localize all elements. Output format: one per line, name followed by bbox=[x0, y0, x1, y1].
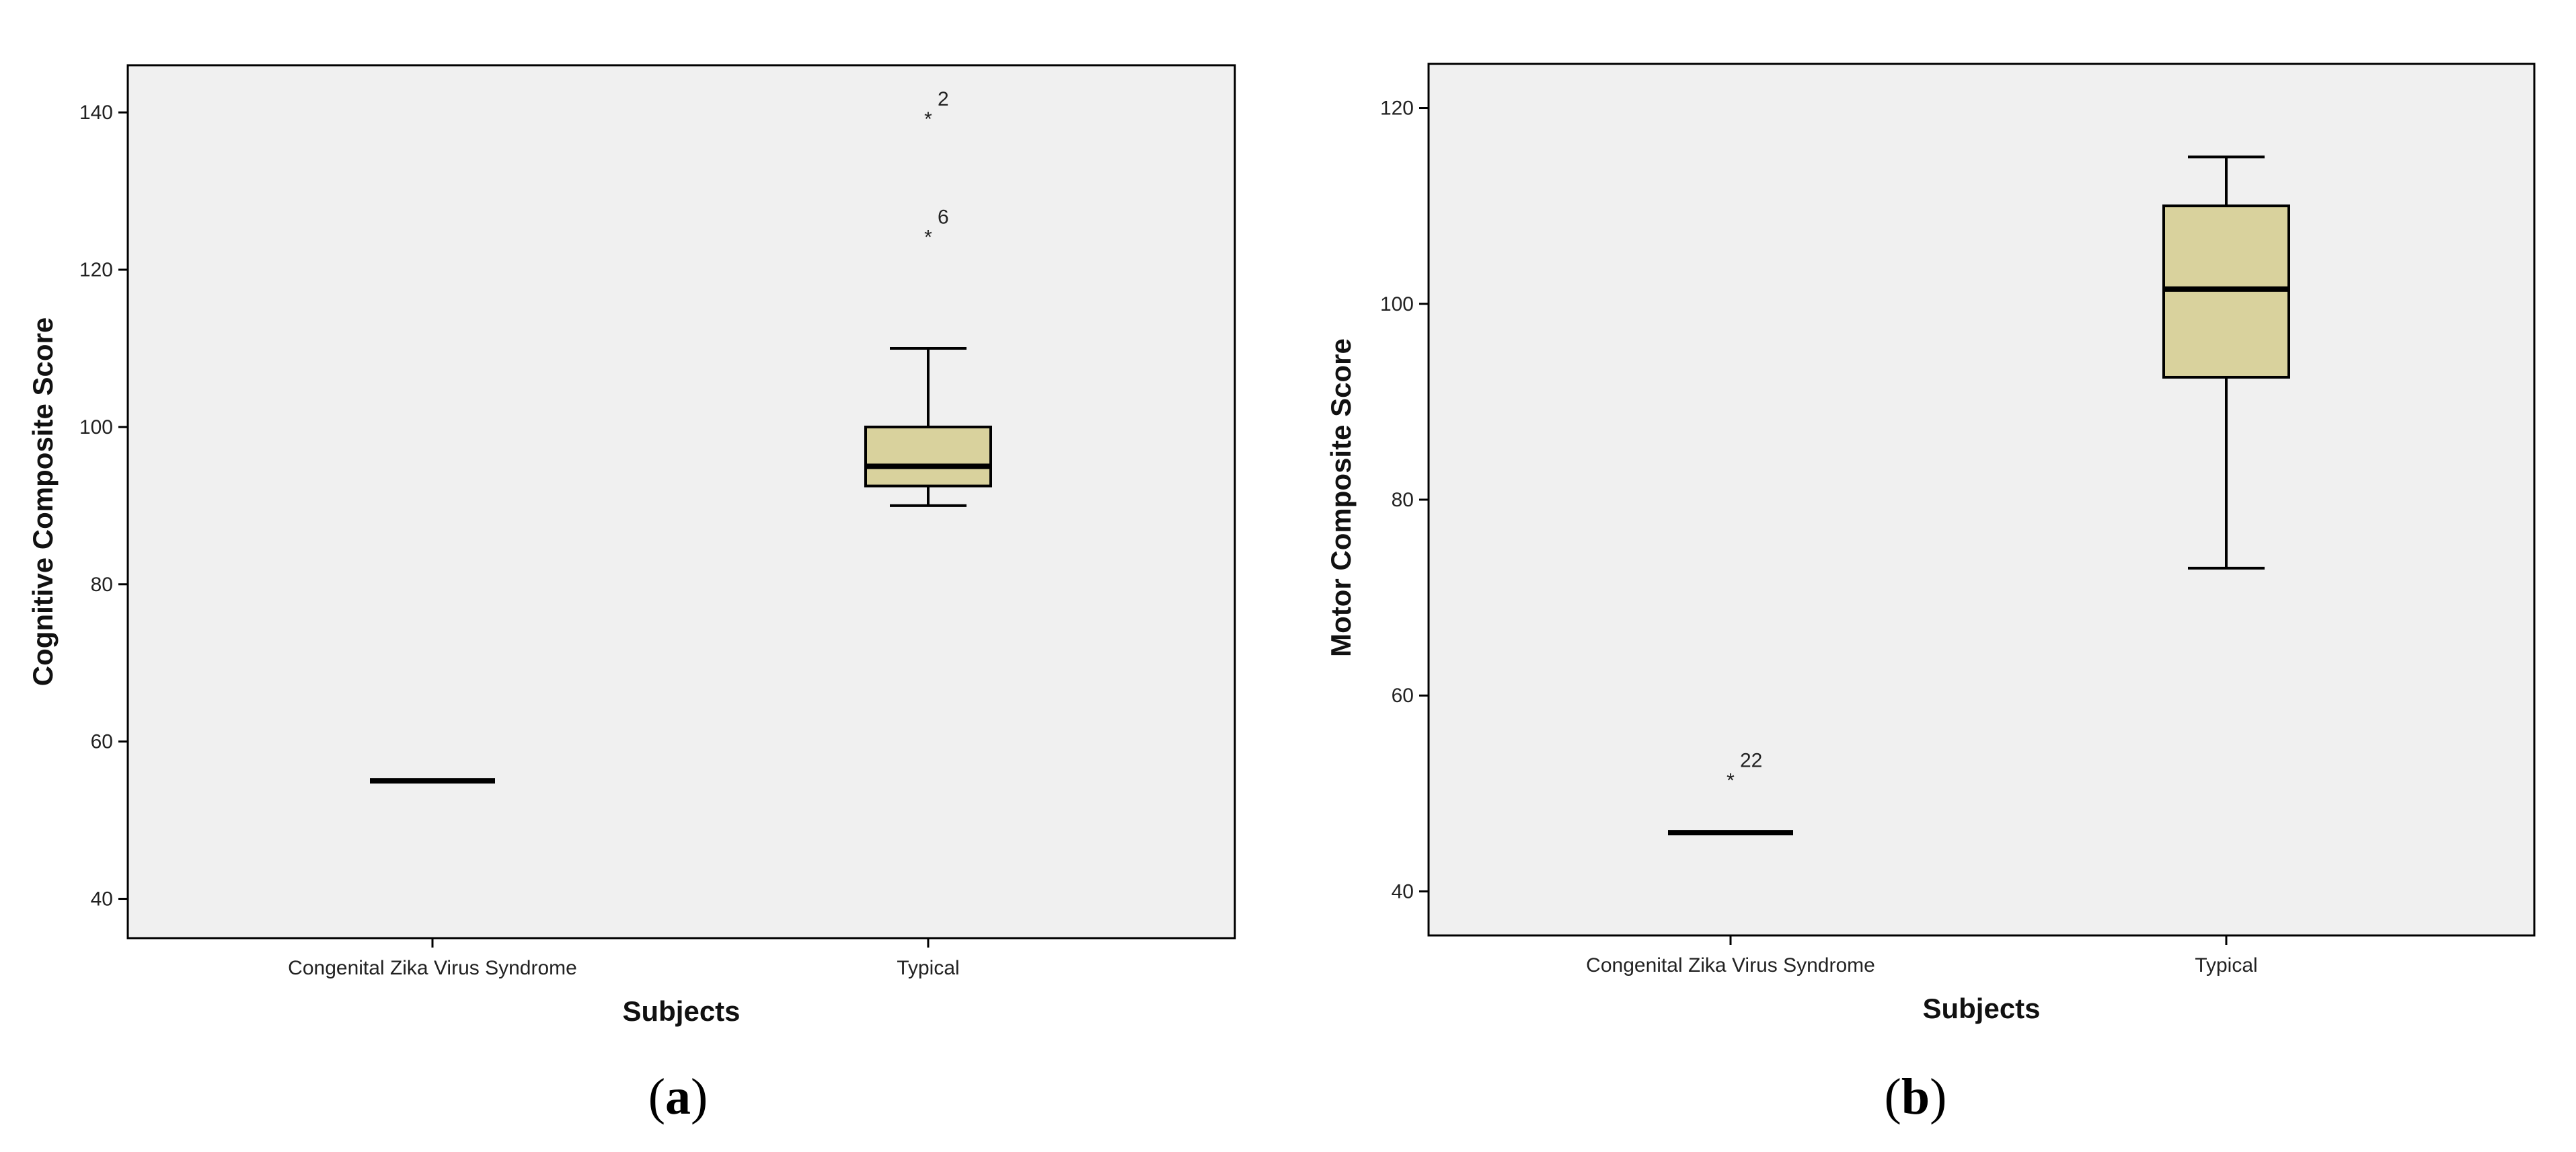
y-tick-label: 40 bbox=[1392, 880, 1414, 903]
outlier-label: 6 bbox=[938, 206, 949, 229]
y-tick-label: 60 bbox=[91, 731, 113, 753]
y-axis-title-b: Motor Composite Score bbox=[1325, 338, 1357, 657]
chart-panel-a: 40 60 80 100 120 140 Congenital Zika Virus Syn… bbox=[27, 64, 1236, 1125]
y-axis-ticks-a: 40 60 80 100 120 140 Congenital Zika Virus Syn… bbox=[79, 102, 960, 979]
x-tick-label: Typical bbox=[897, 957, 959, 979]
outlier-marker: * bbox=[1727, 770, 1735, 792]
y-tick-label: 100 bbox=[79, 416, 113, 438]
y-tick-label: 80 bbox=[1392, 489, 1414, 511]
box-marks-b: *22 bbox=[1668, 155, 2290, 836]
y-tick-label: 60 bbox=[1392, 685, 1414, 707]
iqr-box bbox=[864, 425, 992, 488]
y-axis-ticks-b: 40 60 80 100 120 Congenital Zika Virus Syndro… bbox=[1380, 98, 2258, 976]
x-axis-title-b: Subjects bbox=[1922, 993, 2040, 1024]
y-tick-label: 120 bbox=[79, 259, 113, 281]
box-marks-a: * 2 * 6 bbox=[370, 88, 992, 784]
outlier-label: 2 bbox=[938, 88, 949, 110]
y-tick-label: 40 bbox=[91, 888, 113, 911]
x-axis-title-a: Subjects bbox=[622, 995, 740, 1027]
x-tick-label: Congenital Zika Virus Syndrome bbox=[288, 957, 577, 979]
panel-label-b: (b) bbox=[1885, 1069, 1947, 1125]
outlier-marker: * bbox=[924, 108, 932, 130]
plot-area-a bbox=[126, 64, 1236, 939]
panel-label-a: (a) bbox=[648, 1069, 708, 1125]
outlier-marker: * bbox=[924, 227, 932, 249]
chart-panel-b: 40 60 80 100 120 Congenital Zika Virus Syndro… bbox=[1325, 63, 2536, 1125]
plot-area-b bbox=[1427, 63, 2536, 937]
y-tick-label: 80 bbox=[91, 574, 113, 596]
x-tick-label: Congenital Zika Virus Syndrome bbox=[1586, 954, 1875, 976]
box-group: * 2 * 6 bbox=[864, 88, 992, 507]
box-group bbox=[2162, 155, 2290, 570]
x-tick-label: Typical bbox=[2195, 954, 2257, 976]
y-tick-label: 120 bbox=[1380, 98, 1414, 120]
box-group: *22 bbox=[1668, 750, 1793, 836]
y-tick-label: 140 bbox=[79, 102, 113, 124]
outlier-label: 22 bbox=[1740, 750, 1762, 772]
y-tick-label: 100 bbox=[1380, 293, 1414, 315]
y-axis-title-a: Cognitive Composite Score bbox=[27, 317, 59, 686]
